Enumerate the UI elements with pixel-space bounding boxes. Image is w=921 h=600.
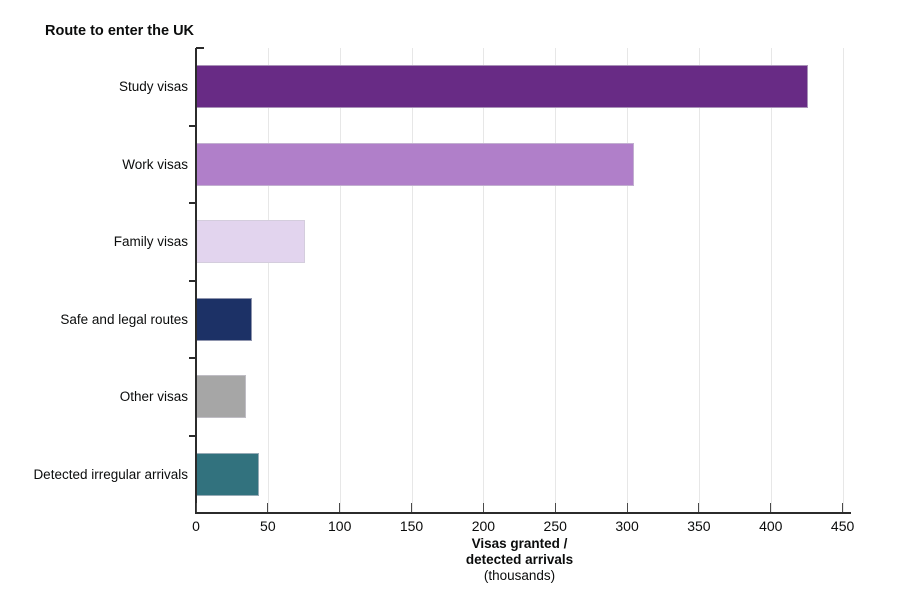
x-tick-400 — [770, 503, 772, 512]
y-boundary-tick-5 — [189, 434, 196, 437]
gridline-300 — [627, 48, 629, 513]
x-tick-label-400: 400 — [759, 518, 783, 534]
x-tick-label-50: 50 — [260, 518, 276, 534]
x-tick-label-100: 100 — [328, 518, 352, 534]
x-tick-300 — [626, 503, 628, 512]
plot-area — [196, 48, 844, 513]
gridline-200 — [483, 48, 485, 513]
bar-safe-and-legal-routes — [196, 297, 253, 341]
y-axis-top-cap-tick — [196, 47, 204, 49]
y-boundary-tick-1 — [189, 124, 196, 127]
category-label-family-visas: Family visas — [113, 234, 188, 250]
bar-study-visas — [196, 65, 809, 109]
x-tick-label-150: 150 — [399, 518, 424, 534]
x-axis-line — [195, 512, 851, 514]
x-tick-label-200: 200 — [471, 518, 496, 534]
gridline-50 — [267, 48, 269, 513]
gridline-150 — [411, 48, 413, 513]
category-label-work-visas: Work visas — [122, 156, 188, 172]
x-tick-450 — [842, 503, 844, 512]
x-tick-250 — [554, 503, 556, 512]
chart-title: Route to enter the UK — [45, 23, 195, 39]
bar-detected-irregular-arrivals — [196, 452, 260, 496]
y-boundary-tick-3 — [189, 279, 196, 282]
x-tick-50 — [267, 503, 269, 512]
x-tick-200 — [482, 503, 484, 512]
gridline-100 — [339, 48, 341, 513]
gridline-400 — [770, 48, 772, 513]
category-label-study-visas: Study visas — [118, 79, 188, 95]
x-tick-label-250: 250 — [543, 518, 567, 534]
bar-work-visas — [196, 142, 635, 186]
x-tick-150 — [411, 503, 413, 512]
y-boundary-tick-2 — [189, 202, 196, 204]
x-tick-100 — [339, 503, 341, 512]
x-tick-label-350: 350 — [687, 518, 711, 534]
gridline-450 — [842, 48, 844, 513]
bar-other-visas — [196, 375, 247, 419]
x-tick-label-450: 450 — [830, 518, 855, 534]
y-boundary-tick-4 — [189, 357, 196, 359]
y-axis-line — [195, 48, 197, 514]
category-label-detected-irregular-arrivals: Detected irregular arrivals — [33, 466, 188, 482]
x-axis-title-line-1: Visas granted / — [471, 536, 568, 551]
x-tick-label-300: 300 — [615, 518, 639, 534]
gridline-250 — [555, 48, 557, 513]
x-tick-0 — [195, 503, 197, 512]
x-axis-title: Visas granted / detected arrivals (thous… — [196, 536, 843, 584]
category-label-safe-and-legal-routes: Safe and legal routes — [60, 311, 188, 327]
x-axis-title-line-2: detected arrivals — [465, 552, 574, 567]
gridline-350 — [698, 48, 700, 513]
x-axis-title-line-3: (thousands) — [483, 568, 556, 583]
bar-family-visas — [196, 220, 306, 264]
x-tick-label-0: 0 — [192, 518, 200, 534]
category-labels: Study visas Work visas Family visas Safe an… — [0, 48, 188, 513]
category-label-other-visas: Other visas — [119, 389, 188, 405]
x-tick-350 — [698, 503, 700, 512]
